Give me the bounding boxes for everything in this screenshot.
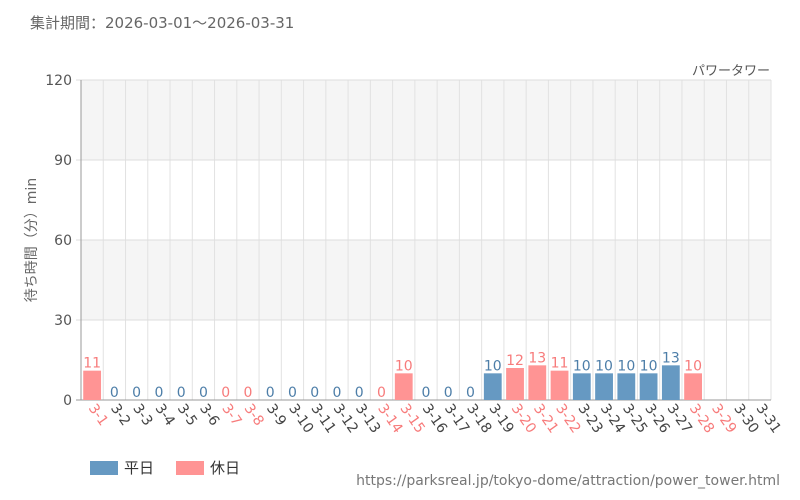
value-label-3-23: 10 bbox=[573, 358, 591, 374]
value-label-3-6: 0 bbox=[199, 385, 208, 401]
y-tick-label: 0 bbox=[63, 393, 72, 409]
x-tick-labels: 3-13-23-33-43-53-63-73-83-93-103-113-123… bbox=[85, 401, 784, 436]
y-axis-label: 待ち時間（分）min bbox=[24, 178, 40, 302]
value-label-3-22: 11 bbox=[551, 356, 569, 372]
bar-3-22 bbox=[550, 370, 569, 400]
x-tick-label-3-1: 3-1 bbox=[85, 401, 111, 429]
bar-3-23 bbox=[572, 373, 591, 400]
value-label-3-3: 0 bbox=[132, 385, 141, 401]
source-url: https://parksreal.jp/tokyo-dome/attracti… bbox=[356, 473, 780, 489]
value-label-3-14: 0 bbox=[377, 385, 386, 401]
legend-swatch-weekday bbox=[90, 460, 118, 475]
value-label-3-27: 13 bbox=[662, 350, 680, 366]
y-tick-label: 30 bbox=[54, 313, 72, 329]
bar-3-19 bbox=[483, 373, 502, 400]
value-label-3-12: 0 bbox=[333, 385, 342, 401]
value-label-3-28: 10 bbox=[684, 358, 702, 374]
value-label-3-9: 0 bbox=[266, 385, 275, 401]
value-label-3-5: 0 bbox=[177, 385, 186, 401]
bar-3-26 bbox=[639, 373, 658, 400]
x-tick-label-3-31: 3-31 bbox=[753, 401, 784, 436]
plot-band bbox=[81, 160, 771, 240]
bar-3-21 bbox=[528, 365, 547, 400]
x-tick-label-3-2: 3-2 bbox=[107, 401, 133, 429]
value-label-3-20: 12 bbox=[506, 353, 524, 369]
y-tick-label: 120 bbox=[45, 73, 72, 89]
value-label-3-7: 0 bbox=[221, 385, 230, 401]
ride-name-label: パワータワー bbox=[691, 64, 770, 79]
bar-3-20 bbox=[506, 368, 524, 400]
bar-3-27 bbox=[661, 365, 680, 400]
bar-3-15 bbox=[394, 373, 413, 400]
legend-swatch-holiday bbox=[176, 460, 205, 475]
value-label-3-19: 10 bbox=[484, 358, 502, 374]
plot-bands bbox=[81, 80, 771, 400]
value-label-3-1: 11 bbox=[83, 356, 101, 372]
bar-3-25 bbox=[617, 373, 636, 400]
y-tick-label: 60 bbox=[54, 233, 72, 249]
legend: 平日 休日 bbox=[90, 457, 262, 478]
y-tick-labels: 0 30 60 90 120 bbox=[45, 73, 72, 409]
x-tick-label-3-5: 3-5 bbox=[174, 401, 200, 429]
bars-group bbox=[83, 365, 702, 400]
value-label-3-26: 10 bbox=[640, 358, 658, 374]
legend-item-weekday: 平日 bbox=[90, 457, 154, 478]
plot-band bbox=[81, 80, 771, 160]
value-label-3-8: 0 bbox=[243, 385, 252, 401]
value-label-3-21: 13 bbox=[528, 350, 546, 366]
bar-3-24 bbox=[595, 373, 613, 400]
value-label-3-13: 0 bbox=[355, 385, 364, 401]
legend-label-weekday: 平日 bbox=[124, 459, 155, 477]
legend-label-holiday: 休日 bbox=[210, 459, 241, 477]
x-tick-label-3-6: 3-6 bbox=[196, 401, 222, 429]
period-label: 集計期間：2026-03-01～2026-03-31 bbox=[30, 14, 295, 32]
x-tick-label-3-9: 3-9 bbox=[263, 401, 289, 429]
value-label-3-18: 0 bbox=[466, 385, 475, 401]
value-label-3-10: 0 bbox=[288, 385, 297, 401]
bar-3-1 bbox=[83, 370, 102, 400]
y-tick-label: 90 bbox=[54, 153, 72, 169]
value-label-3-17: 0 bbox=[444, 385, 453, 401]
x-tick-label-3-4: 3-4 bbox=[152, 401, 178, 429]
value-label-3-24: 10 bbox=[595, 358, 613, 374]
value-label-3-4: 0 bbox=[154, 385, 163, 401]
value-label-3-11: 0 bbox=[310, 385, 319, 401]
x-tick-label-3-8: 3-8 bbox=[241, 401, 267, 429]
bar-3-28 bbox=[684, 373, 702, 400]
legend-item-holiday: 休日 bbox=[176, 457, 240, 478]
value-label-3-25: 10 bbox=[617, 358, 635, 374]
value-label-3-16: 0 bbox=[422, 385, 431, 401]
value-label-3-15: 10 bbox=[395, 358, 413, 374]
x-tick-label-3-7: 3-7 bbox=[218, 401, 244, 429]
value-label-3-2: 0 bbox=[110, 385, 119, 401]
x-tick-label-3-3: 3-3 bbox=[129, 401, 155, 429]
plot-band bbox=[81, 240, 771, 320]
